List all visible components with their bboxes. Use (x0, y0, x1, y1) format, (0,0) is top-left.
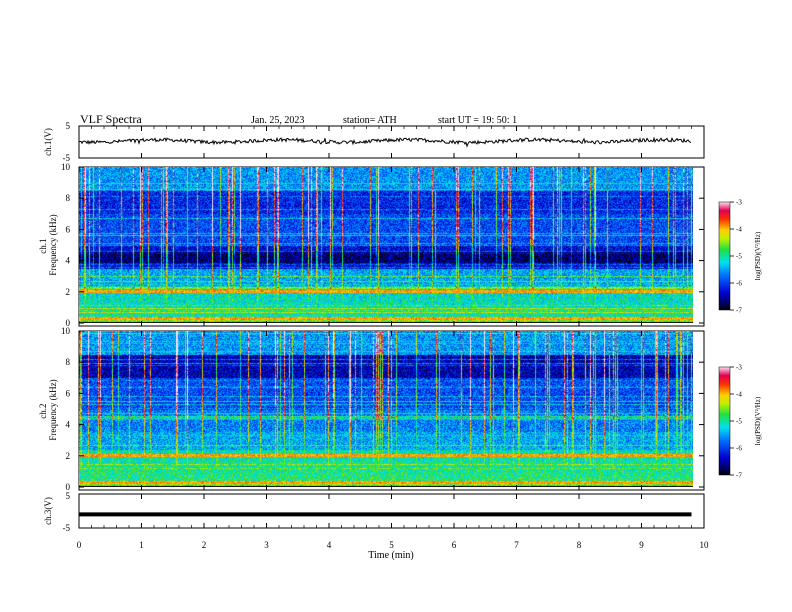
spectrogram-ytick-label: 4 (66, 420, 71, 430)
ch1-waveform-trace (78, 136, 692, 148)
ch3-ytick-bottom: -5 (63, 523, 71, 533)
xtick-label: 7 (514, 540, 519, 550)
spectrogram-ytick-label: 2 (66, 287, 71, 297)
ch3-ytick-top: 5 (66, 491, 71, 501)
x-axis-label: Time (min) (368, 550, 413, 561)
time-axis: 0 1 2 3 4 5 6 7 8 9 10 (77, 126, 709, 550)
spectrogram-ytick-label: 0 (66, 318, 71, 328)
ch2-colorbar (718, 366, 731, 476)
spectrogram-ytick-label: 4 (66, 256, 71, 266)
ch2-ylabel-line1: ch.2 (38, 404, 48, 419)
ch2-ylabel-line2: Frequency (kHz) (48, 379, 58, 440)
ch1-ylabel-line1: ch.1 (38, 239, 48, 254)
ch1-ytick-bottom: -5 (63, 153, 71, 163)
xtick-label: 2 (202, 540, 207, 550)
xtick-label: 8 (577, 540, 582, 550)
ch1-ytick-top: 5 (66, 121, 71, 131)
ch1-waveform-frame (78, 125, 705, 159)
colorbar-tick-label: -7 (736, 472, 742, 480)
xtick-label: 3 (264, 540, 269, 550)
xtick-label: 6 (452, 540, 457, 550)
figure-title: VLF Spectra (80, 112, 142, 126)
ch1-colorbar-label: log(PSD)(V²/Hz) (754, 231, 762, 280)
ch1-colorbar (718, 201, 731, 311)
colorbar-tick-label: -6 (736, 445, 742, 453)
xtick-label: 10 (700, 540, 710, 550)
colorbar-tick-label: -5 (736, 253, 742, 261)
colorbar-tick-label: -5 (736, 418, 742, 426)
spectrogram-ytick-label: 10 (61, 162, 71, 172)
ch1-ylabel-line2: Frequency (kHz) (48, 214, 58, 275)
start-time-label: start UT = 19: 50: 1 (438, 115, 517, 126)
ch2-spectrogram-image (79, 331, 693, 487)
ch1-waveform-panel: 5 -5 ch.1(V) (43, 121, 705, 163)
xtick-label: 9 (639, 540, 644, 550)
spectrogram-ytick-label: 6 (66, 224, 71, 234)
spectrogram-ytick-label: 2 (66, 451, 71, 461)
ch3-waveform-panel: 5 -5 ch.3(V) (43, 491, 705, 533)
spectrogram-ytick-label: 8 (66, 193, 71, 203)
ch2-spectrogram-ylabel: ch.2 Frequency (kHz) (38, 379, 58, 440)
date-label: Jan. 25, 2023 (251, 115, 304, 126)
xtick-label: 5 (389, 540, 394, 550)
spectrogram-ytick-label: 8 (66, 357, 71, 367)
xtick-label: 0 (77, 540, 82, 550)
colorbar-tick-label: -3 (736, 364, 742, 372)
spectrogram-ytick-label: 0 (66, 482, 71, 492)
colorbar-tick-label: -6 (736, 280, 742, 288)
colorbar-tick-label: -4 (736, 226, 742, 234)
colorbar-tick-label: -3 (736, 199, 742, 207)
ch1-waveform-ylabel: ch.1(V) (43, 128, 53, 156)
ch3-waveform-ylabel: ch.3(V) (43, 497, 53, 525)
station-label: station= ATH (343, 115, 397, 126)
colorbar-tick-label: -4 (736, 391, 742, 399)
xtick-label: 4 (327, 540, 332, 550)
ch2-colorbar-label: log(PSD)(V²/Hz) (754, 396, 762, 445)
colorbar-tick-label: -7 (736, 307, 742, 315)
xtick-label: 1 (139, 540, 144, 550)
ch3-waveform-frame (78, 493, 705, 529)
ch1-spectrogram-image (79, 167, 693, 323)
spectrogram-ytick-label: 10 (61, 326, 71, 336)
ch1-spectrogram-ylabel: ch.1 Frequency (kHz) (38, 214, 58, 275)
spectrogram-ytick-label: 6 (66, 388, 71, 398)
